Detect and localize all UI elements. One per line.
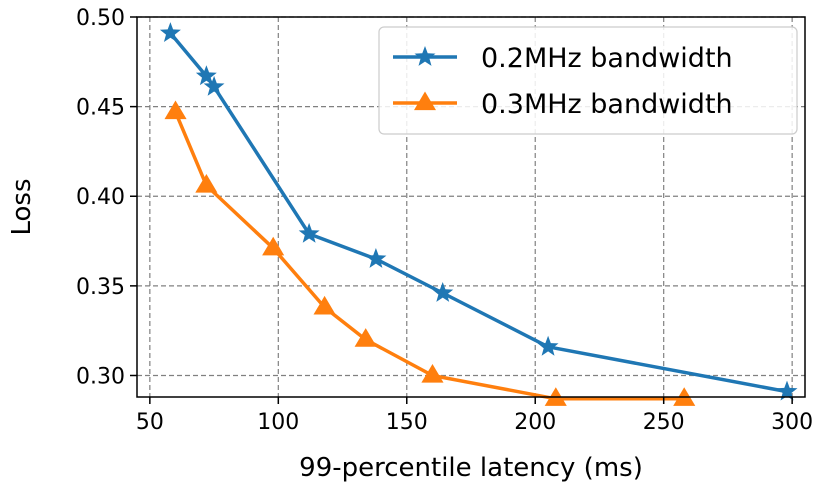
y-tick-label: 0.50 xyxy=(76,6,125,31)
legend-marker xyxy=(414,91,436,111)
y-tick-label: 0.45 xyxy=(76,96,125,121)
data-point xyxy=(298,222,320,243)
legend-box xyxy=(378,26,798,135)
x-tick-label: 200 xyxy=(514,410,556,435)
series-1 xyxy=(159,22,798,401)
data-point xyxy=(313,295,336,315)
y-tick-label: 0.40 xyxy=(76,185,125,210)
y-tick-label: 0.30 xyxy=(76,364,125,389)
data-point xyxy=(537,335,559,356)
legend-entry: 0.3MHz bandwidth xyxy=(393,89,733,120)
axis-ticks: 50 100 150 200 250 300 0.30 0.35 0.40 0.45 0.50 xyxy=(76,6,813,435)
legend-entry: 0.2MHz bandwidth xyxy=(393,43,733,74)
plot-frame xyxy=(136,16,806,398)
data-point xyxy=(203,75,225,96)
x-tick-label: 100 xyxy=(257,410,299,435)
data-point xyxy=(421,364,444,383)
data-point xyxy=(365,248,387,268)
series-line xyxy=(173,111,685,401)
x-tick-label: 250 xyxy=(643,410,685,435)
y-axis-label: Loss xyxy=(7,178,37,235)
data-point xyxy=(159,22,181,42)
data-point xyxy=(195,65,217,86)
y-tick-label: 0.35 xyxy=(76,275,125,300)
data-point xyxy=(354,328,377,347)
legend: 0.2MHz bandwidth 0.3MHz bandwidth xyxy=(378,26,798,135)
x-axis-label: 99-percentile latency (ms) xyxy=(299,453,643,483)
x-tick-label: 50 xyxy=(136,410,164,435)
legend-label: 0.2MHz bandwidth xyxy=(481,43,733,74)
data-point xyxy=(432,282,454,302)
x-tick-label: 300 xyxy=(771,410,813,435)
data-point xyxy=(164,100,187,120)
legend-label: 0.3MHz bandwidth xyxy=(481,89,733,120)
data-point xyxy=(776,380,798,401)
legend-marker xyxy=(414,46,436,66)
x-tick-label: 150 xyxy=(386,410,428,435)
data-point xyxy=(195,174,218,193)
data-point xyxy=(262,236,285,256)
